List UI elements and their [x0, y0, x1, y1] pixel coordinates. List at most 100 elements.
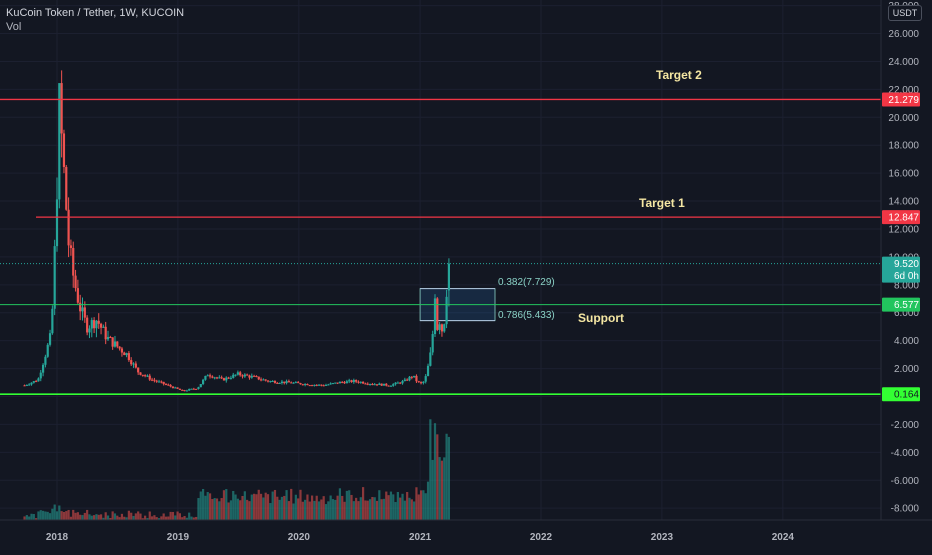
- volume-bar: [60, 511, 63, 520]
- candle-body: [350, 380, 353, 383]
- time-axis[interactable]: 2018 2019 2020 2021 2022 2023 2024: [0, 519, 932, 543]
- candle-body: [287, 381, 290, 383]
- candle-body: [310, 385, 314, 387]
- candle-body: [46, 344, 49, 357]
- volume-bar: [341, 495, 344, 520]
- currency-button[interactable]: USDT: [888, 5, 922, 21]
- volume-bar: [375, 500, 379, 520]
- candle-body: [276, 382, 279, 384]
- volume-bar: [283, 495, 286, 520]
- volume-bar: [317, 501, 321, 520]
- volume-bar: [208, 493, 212, 520]
- candle-body: [51, 308, 54, 334]
- candle-body: [331, 383, 335, 385]
- candle-body: [55, 199, 59, 247]
- target1-price-badge-bg: [882, 210, 920, 225]
- candle-body: [327, 384, 330, 386]
- volume-bar: [306, 494, 309, 520]
- volume-bar: [348, 490, 351, 520]
- candle-body: [155, 380, 158, 382]
- candle-body: [44, 356, 47, 365]
- volume-bar: [171, 511, 175, 520]
- candle-body: [37, 378, 40, 382]
- candle-body: [357, 381, 360, 383]
- volume-bar: [134, 513, 137, 520]
- fib-lower-label: 0.786(5.433): [498, 310, 555, 321]
- candle-body: [106, 337, 110, 340]
- floor-price-badge-bg: [882, 387, 920, 402]
- price-tick-label: 18.000: [888, 141, 919, 152]
- horizontal-lines[interactable]: [0, 98, 881, 396]
- candle-body: [294, 382, 297, 384]
- volume-bar: [389, 491, 393, 520]
- candle-body: [257, 376, 260, 380]
- volume-bar: [120, 513, 124, 520]
- candle-body: [109, 337, 112, 339]
- volume-bar: [241, 495, 244, 520]
- price-tick-label: 2.000: [894, 364, 919, 375]
- volume-bar: [35, 518, 38, 520]
- volume-bar: [144, 515, 147, 520]
- candle-body: [401, 381, 404, 384]
- candle-body: [32, 381, 35, 383]
- volume-bar: [239, 500, 242, 520]
- volume-bar: [227, 502, 230, 520]
- target2-annotation[interactable]: Target 2: [656, 68, 702, 82]
- candle-body: [317, 384, 321, 386]
- candle-body: [373, 384, 376, 386]
- candle-body: [375, 384, 379, 386]
- volume-bar: [255, 494, 258, 520]
- candle-body: [220, 377, 223, 379]
- volume-bar: [72, 509, 75, 520]
- candle-body: [278, 383, 281, 385]
- volume-bar: [345, 490, 348, 520]
- volume-bar: [215, 498, 219, 520]
- volume-bar: [30, 513, 33, 520]
- price-tick-label: 14.000: [888, 197, 919, 208]
- volume-bars: [23, 419, 451, 520]
- volume-bar: [160, 516, 163, 520]
- volume-bar: [426, 481, 430, 520]
- volume-bar: [246, 499, 249, 520]
- target1-annotation[interactable]: Target 1: [639, 196, 685, 210]
- candle-body: [410, 376, 413, 378]
- chart-legend: KuCoin Token / Tether, 1W, KUCOIN Vol: [6, 6, 184, 34]
- volume-bar: [413, 501, 416, 520]
- volume-bar: [436, 434, 439, 520]
- volume-bar: [287, 501, 290, 520]
- volume-bar: [123, 516, 126, 520]
- candle-body: [90, 320, 93, 329]
- candle-body: [433, 298, 437, 335]
- volume-bar: [201, 488, 205, 520]
- support-annotation[interactable]: Support: [578, 311, 624, 325]
- candle-body: [201, 379, 205, 385]
- volume-bar: [310, 495, 314, 520]
- candle-body: [447, 263, 451, 291]
- candle-body: [225, 377, 228, 381]
- candle-body: [150, 379, 154, 381]
- candle-body: [162, 381, 165, 385]
- candle-body: [188, 389, 191, 391]
- candle-body: [403, 379, 406, 382]
- volume-bar: [225, 489, 228, 520]
- volume-bar: [334, 499, 337, 520]
- candle-body: [222, 378, 226, 381]
- candle-body: [406, 379, 409, 381]
- symbol-title[interactable]: KuCoin Token / Tether, 1W, KUCOIN: [6, 7, 185, 19]
- candle-body: [299, 383, 302, 385]
- candle-body: [104, 326, 107, 340]
- volume-bar: [116, 515, 119, 520]
- volume-bar: [28, 516, 31, 520]
- volume-label[interactable]: Vol: [6, 21, 22, 33]
- volume-bar: [44, 511, 47, 520]
- candle-body: [394, 382, 397, 385]
- volume-bar: [359, 497, 362, 520]
- candle-body: [271, 381, 274, 383]
- candle-body: [396, 382, 399, 384]
- candle-body: [269, 381, 272, 383]
- volume-bar: [385, 491, 388, 520]
- volume-bar: [79, 514, 82, 520]
- volume-bar: [90, 515, 93, 520]
